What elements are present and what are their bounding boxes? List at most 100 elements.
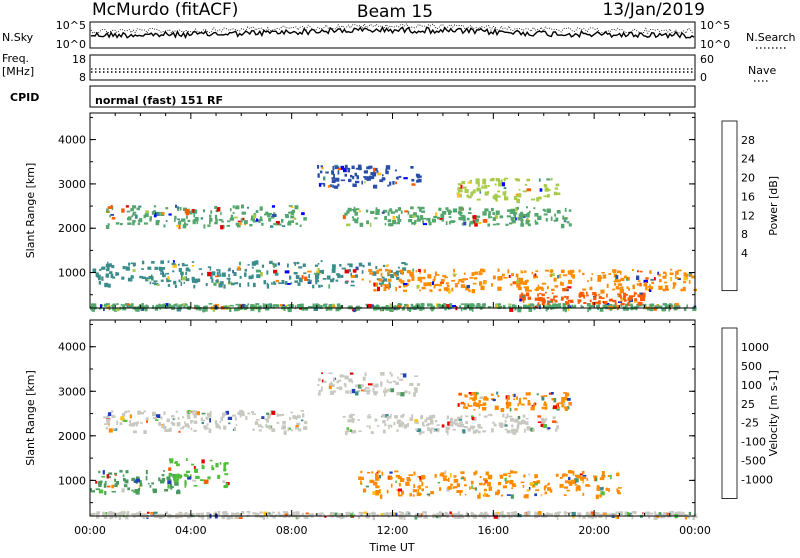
data-cell [505,480,510,483]
data-cell [488,214,491,219]
data-cell [643,279,648,283]
data-cell [362,264,365,268]
data-cell [408,391,411,395]
data-cell [482,513,487,516]
data-cell [130,208,134,212]
data-cell [608,273,612,275]
data-cell [169,458,174,462]
data-cell [349,372,354,375]
data-cell [238,261,241,266]
data-cell [469,220,474,225]
data-cell [325,171,329,174]
data-cell [378,278,383,282]
data-cell [392,215,396,220]
data-cell [446,284,450,288]
data-cell [422,424,426,427]
data-cell [326,307,329,311]
data-cell [636,304,638,307]
data-cell [190,410,194,413]
data-cell [200,217,204,220]
data-cell [152,211,154,214]
data-cell [513,398,515,400]
data-cell [511,487,514,489]
data-cell [204,479,209,484]
data-cell [379,474,381,479]
data-cell [303,426,308,430]
data-cell [457,511,460,514]
data-cell [475,218,480,222]
data-cell [177,218,180,221]
data-cell [215,423,219,427]
data-cell [488,211,491,215]
data-cell [195,421,198,424]
data-cell [363,511,368,514]
data-cell [90,488,92,491]
data-cell [287,222,292,226]
data-cell [233,426,236,431]
data-cell [239,283,241,288]
data-cell [248,512,251,514]
x-axis-label: Time UT [368,541,414,554]
data-cell [531,271,534,275]
data-cell [541,396,545,401]
data-cell [395,415,398,419]
data-cell [255,269,260,273]
y-tick-label: 4000 [58,341,86,354]
data-cell [460,401,465,405]
data-cell [543,486,546,491]
data-cell [145,210,149,213]
data-cell [237,411,241,415]
data-cell [255,303,260,305]
data-cell [268,261,272,264]
data-cell [219,281,224,285]
colorbar-tick-label: 16 [741,190,755,203]
data-cell [158,304,163,308]
data-cell [122,307,127,311]
data-cell [106,265,110,270]
data-cell [549,273,553,278]
data-cell [112,307,115,311]
data-cell [411,183,416,186]
data-cell [494,193,498,198]
data-cell [589,299,592,303]
data-cell [417,488,420,493]
data-cell [509,480,514,485]
data-cell [560,281,562,285]
data-cell [392,380,396,383]
data-cell [547,427,551,430]
data-cell [509,407,512,412]
data-cell [458,193,462,198]
data-cell [151,276,154,281]
data-cell [574,478,579,483]
data-cell [463,221,467,226]
data-cell [516,280,520,284]
data-cell [649,284,651,287]
data-cell [675,277,679,280]
data-cell [419,478,422,482]
data-cell [582,292,585,296]
data-cell [518,400,521,405]
data-cell [396,488,399,491]
data-cell [182,303,187,306]
data-cell [248,275,253,280]
data-cell [554,285,559,288]
data-cell [673,513,676,516]
data-cell [386,379,389,383]
data-cell [469,486,471,490]
data-cell [122,511,126,515]
data-cell [181,276,186,281]
data-cell [369,280,371,283]
data-cell [578,269,581,273]
data-cell [373,282,376,287]
data-cell [390,211,395,214]
data-cell [613,274,617,278]
data-cell [596,485,600,489]
data-cell [495,178,500,182]
data-cell [330,390,335,395]
data-cell [453,475,457,478]
data-cell [348,414,353,419]
data-cell [186,414,191,417]
data-cell [188,269,191,272]
nave-tick-top: 60 [700,53,714,66]
data-cell [545,184,548,188]
